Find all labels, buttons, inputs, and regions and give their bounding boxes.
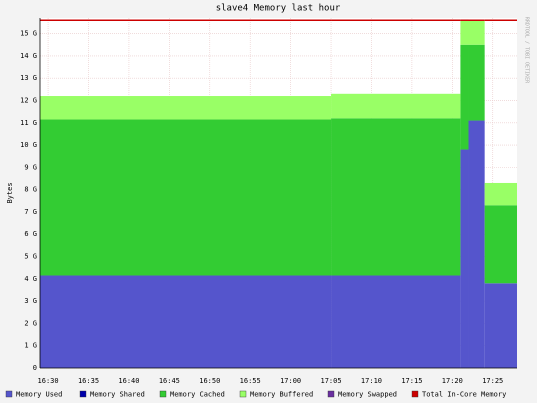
legend-label: Memory Used	[16, 391, 62, 399]
area-segment	[331, 275, 461, 368]
legend-swatch	[159, 390, 167, 398]
area-segment	[40, 275, 332, 368]
legend-swatch	[79, 390, 87, 398]
area-segment	[484, 283, 517, 368]
legend-label: Memory Buffered	[250, 391, 313, 399]
area-segment	[40, 96, 332, 120]
y-tick-label: 13 G	[20, 74, 37, 82]
x-tick-label: 16:45	[159, 377, 180, 385]
x-tick-label: 16:50	[199, 377, 220, 385]
y-tick-label: 3 G	[24, 297, 37, 305]
y-tick-label: 14 G	[20, 52, 37, 60]
y-tick-label: 1 G	[24, 342, 37, 350]
legend-swatch	[239, 390, 247, 398]
watermark: RRDTOOL / TOBI OETIKER	[524, 17, 530, 84]
area-segment	[460, 149, 469, 368]
area-segment	[460, 20, 469, 45]
area-segment	[484, 182, 517, 206]
legend-label: Memory Shared	[90, 391, 145, 399]
x-tick-label: 16:40	[118, 377, 139, 385]
x-tick-label: 17:05	[321, 377, 342, 385]
y-tick-label: 2 G	[24, 319, 37, 327]
area-segment	[40, 119, 332, 276]
area-segment	[331, 118, 461, 276]
area-segment	[468, 120, 485, 369]
x-tick-label: 17:20	[442, 377, 463, 385]
area-segment	[468, 20, 485, 45]
legend-label: Memory Swapped	[338, 391, 397, 399]
x-tick-label: 17:15	[401, 377, 422, 385]
legend-swatch	[5, 390, 13, 398]
y-tick-label: 4 G	[24, 275, 37, 283]
area-segment	[484, 205, 517, 284]
y-tick-label: 7 G	[24, 208, 37, 216]
y-tick-label: 10 G	[20, 141, 37, 149]
y-tick-label: 0	[33, 364, 37, 372]
legend-label: Memory Cached	[170, 391, 225, 399]
y-tick-label: 9 G	[24, 163, 37, 171]
x-tick-label: 17:00	[280, 377, 301, 385]
x-tick-label: 17:10	[361, 377, 382, 385]
y-tick-label: 15 G	[20, 30, 37, 38]
area-segment	[460, 44, 469, 150]
area-segment	[331, 93, 461, 119]
y-tick-label: 6 G	[24, 230, 37, 238]
legend-swatch	[327, 390, 335, 398]
legend-label: Total In-Core Memory	[422, 391, 506, 399]
legend-swatch	[411, 390, 419, 398]
area-segment	[468, 44, 485, 121]
chart-title: slave4 Memory last hour	[216, 4, 341, 14]
x-tick-label: 17:25	[482, 377, 503, 385]
y-tick-label: 5 G	[24, 253, 37, 261]
y-axis-label: Bytes	[6, 182, 14, 203]
x-tick-label: 16:55	[240, 377, 261, 385]
y-tick-label: 8 G	[24, 186, 37, 194]
y-tick-label: 11 G	[20, 119, 37, 127]
y-tick-label: 12 G	[20, 96, 37, 104]
x-tick-label: 16:35	[78, 377, 99, 385]
x-tick-label: 16:30	[38, 377, 59, 385]
